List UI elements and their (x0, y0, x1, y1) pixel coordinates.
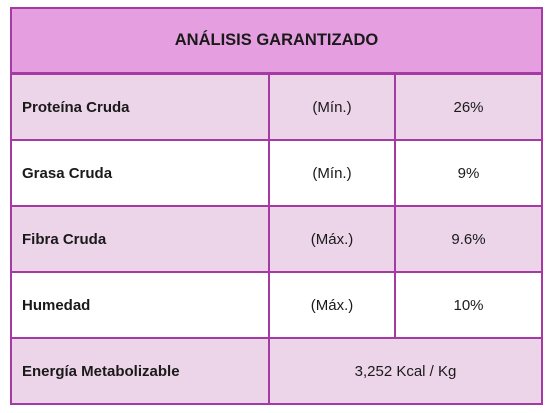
energy-value: 3,252 Kcal / Kg (268, 337, 543, 405)
table-header-row: ANÁLISIS GARANTIZADO (10, 7, 543, 75)
row-value: 9% (394, 139, 543, 207)
guaranteed-analysis-table-wrapper: ANÁLISIS GARANTIZADO Proteína Cruda (Mín… (10, 7, 543, 405)
row-value: 9.6% (394, 205, 543, 273)
table-row: Fibra Cruda (Máx.) 9.6% (10, 205, 543, 273)
row-qualifier: (Máx.) (268, 205, 396, 273)
row-label: Grasa Cruda (10, 139, 270, 207)
table-row: Proteína Cruda (Mín.) 26% (10, 72, 543, 141)
row-value: 26% (394, 72, 543, 141)
row-label: Proteína Cruda (10, 72, 270, 141)
row-label: Fibra Cruda (10, 205, 270, 273)
table-row: Humedad (Máx.) 10% (10, 271, 543, 339)
energy-label: Energía Metabolizable (10, 337, 270, 405)
row-label: Humedad (10, 271, 270, 339)
row-qualifier: (Mín.) (268, 72, 396, 141)
row-qualifier: (Mín.) (268, 139, 396, 207)
row-value: 10% (394, 271, 543, 339)
energy-row: Energía Metabolizable 3,252 Kcal / Kg (10, 337, 543, 405)
table-row: Grasa Cruda (Mín.) 9% (10, 139, 543, 207)
table-title: ANÁLISIS GARANTIZADO (10, 7, 543, 75)
row-qualifier: (Máx.) (268, 271, 396, 339)
guaranteed-analysis-table: ANÁLISIS GARANTIZADO Proteína Cruda (Mín… (10, 7, 543, 405)
